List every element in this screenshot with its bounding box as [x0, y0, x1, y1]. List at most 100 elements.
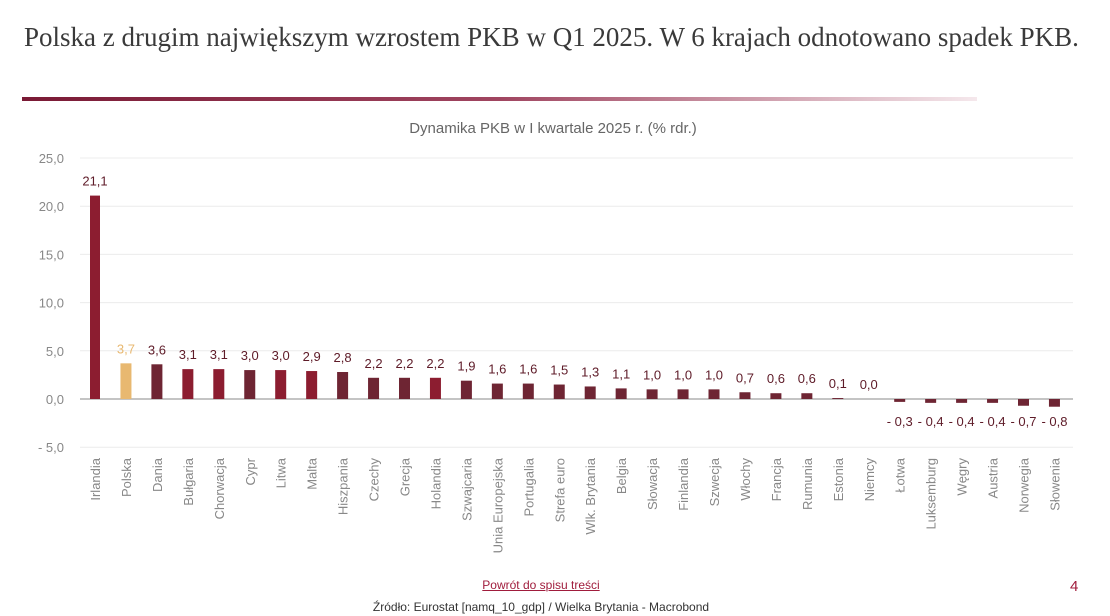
bar-Irlandia — [90, 195, 100, 399]
data-label: - 0,4 — [980, 414, 1006, 429]
data-label: 1,1 — [612, 366, 630, 381]
x-tick-label: Rumunia — [800, 457, 815, 510]
bar-Czechy — [368, 377, 380, 399]
bar-Austria — [987, 399, 999, 403]
y-tick-label: 10,0 — [39, 296, 64, 311]
y-tick-label: 5,0 — [46, 344, 64, 359]
data-label: 2,8 — [334, 350, 352, 365]
bar-Włochy — [739, 392, 751, 399]
data-label: - 0,3 — [887, 414, 913, 429]
x-tick-label: Polska — [119, 457, 134, 497]
bar-Hiszpania — [337, 372, 349, 399]
bar-Szwecja — [708, 389, 720, 399]
bar-Słowenia — [1048, 399, 1060, 407]
data-label: 2,9 — [303, 349, 321, 364]
bar-Unia Europejska — [491, 383, 503, 399]
data-label: 2,2 — [395, 356, 413, 371]
x-tick-label: Norwegia — [1017, 457, 1032, 513]
y-tick-label: 25,0 — [39, 151, 64, 166]
data-label: 2,2 — [426, 356, 444, 371]
bar-Malta — [306, 371, 318, 399]
data-label: 1,0 — [674, 367, 692, 382]
x-tick-label: Słowenia — [1047, 457, 1062, 511]
slide-title: Polska z drugim największym wzrostem PKB… — [24, 22, 1079, 52]
data-label: 2,2 — [365, 356, 383, 371]
x-tick-label: Malta — [305, 457, 320, 490]
bar-Estonia — [832, 398, 844, 400]
bar-Bułgaria — [182, 369, 194, 399]
bar-Luksemburg — [925, 399, 937, 403]
x-tick-label: Czechy — [367, 458, 382, 502]
back-to-toc-link[interactable]: Powrót do spisu treści — [482, 578, 600, 592]
bar-Grecja — [399, 377, 410, 399]
x-tick-label: Szwajcaria — [459, 457, 474, 521]
x-tick-label: Łotwa — [893, 457, 908, 492]
data-label: - 0,4 — [949, 414, 975, 429]
x-tick-label: Węgry — [955, 458, 970, 496]
page-number: 4 — [1070, 578, 1079, 595]
data-label: 1,5 — [550, 363, 568, 378]
title-divider — [22, 97, 977, 101]
bar-Chorwacja — [213, 369, 225, 399]
data-label: 0,7 — [736, 370, 754, 385]
data-label: 3,1 — [210, 347, 228, 362]
data-label: 0,0 — [860, 377, 878, 392]
bar-Rumunia — [801, 393, 813, 399]
data-label: 21,1 — [82, 174, 107, 189]
bar-Węgry — [956, 399, 968, 403]
bar-Strefa euro — [553, 384, 565, 399]
data-label: 1,0 — [643, 367, 661, 382]
x-tick-label: Bułgaria — [181, 457, 196, 505]
bar-Dania — [151, 364, 163, 399]
data-label: 1,0 — [705, 367, 723, 382]
x-tick-label: Hiszpania — [336, 457, 351, 515]
x-tick-label: Holandia — [428, 457, 443, 509]
bar-Norwegia — [1018, 399, 1029, 406]
x-tick-label: Grecja — [398, 457, 413, 496]
x-tick-label: Dania — [150, 457, 165, 492]
bar-Szwajcaria — [460, 380, 472, 399]
bar-Belgia — [615, 388, 627, 399]
x-tick-label: Finlandia — [676, 457, 691, 511]
chart-title: Dynamika PKB w I kwartale 2025 r. (% rdr… — [409, 120, 697, 137]
x-tick-label: Chorwacja — [212, 457, 227, 519]
data-label: 0,1 — [829, 376, 847, 391]
bar-Słowacja — [646, 389, 658, 399]
x-tick-label: Strefa euro — [552, 458, 567, 522]
x-tick-label: Szwecja — [707, 457, 722, 506]
data-label: 1,6 — [519, 362, 537, 377]
x-tick-label: Luksemburg — [924, 458, 939, 530]
data-label: 0,6 — [767, 371, 785, 386]
x-tick-label: Irlandia — [88, 457, 103, 500]
bar-Holandia — [429, 377, 441, 399]
data-label: 1,3 — [581, 364, 599, 379]
x-tick-label: Wlk. Brytania — [583, 457, 598, 534]
bar-Polska — [120, 363, 132, 399]
x-tick-label: Litwa — [274, 457, 289, 488]
x-tick-label: Unia Europejska — [490, 457, 505, 553]
bar-Finlandia — [677, 389, 689, 399]
data-label: 1,9 — [457, 359, 475, 374]
y-tick-label: 15,0 — [39, 247, 64, 262]
data-label: 3,0 — [272, 348, 290, 363]
y-tick-label: - 5,0 — [38, 440, 64, 455]
bar-Wlk. Brytania — [584, 386, 596, 399]
bar-Francja — [770, 393, 782, 399]
data-label: 3,7 — [117, 341, 135, 356]
x-tick-label: Włochy — [738, 458, 753, 501]
bar-Litwa — [275, 370, 287, 399]
y-tick-label: 20,0 — [39, 199, 64, 214]
data-label: - 0,7 — [1010, 414, 1036, 429]
data-label: - 0,8 — [1041, 414, 1067, 429]
bar-Łotwa — [894, 399, 906, 402]
x-tick-label: Portugalia — [521, 457, 536, 516]
y-tick-label: 0,0 — [46, 392, 64, 407]
bar-Cypr — [244, 370, 256, 399]
x-tick-label: Niemcy — [862, 458, 877, 502]
x-tick-label: Estonia — [831, 457, 846, 501]
data-label: 3,6 — [148, 342, 166, 357]
x-tick-label: Austria — [986, 457, 1001, 498]
data-label: - 0,4 — [918, 414, 944, 429]
bar-Portugalia — [522, 383, 534, 399]
